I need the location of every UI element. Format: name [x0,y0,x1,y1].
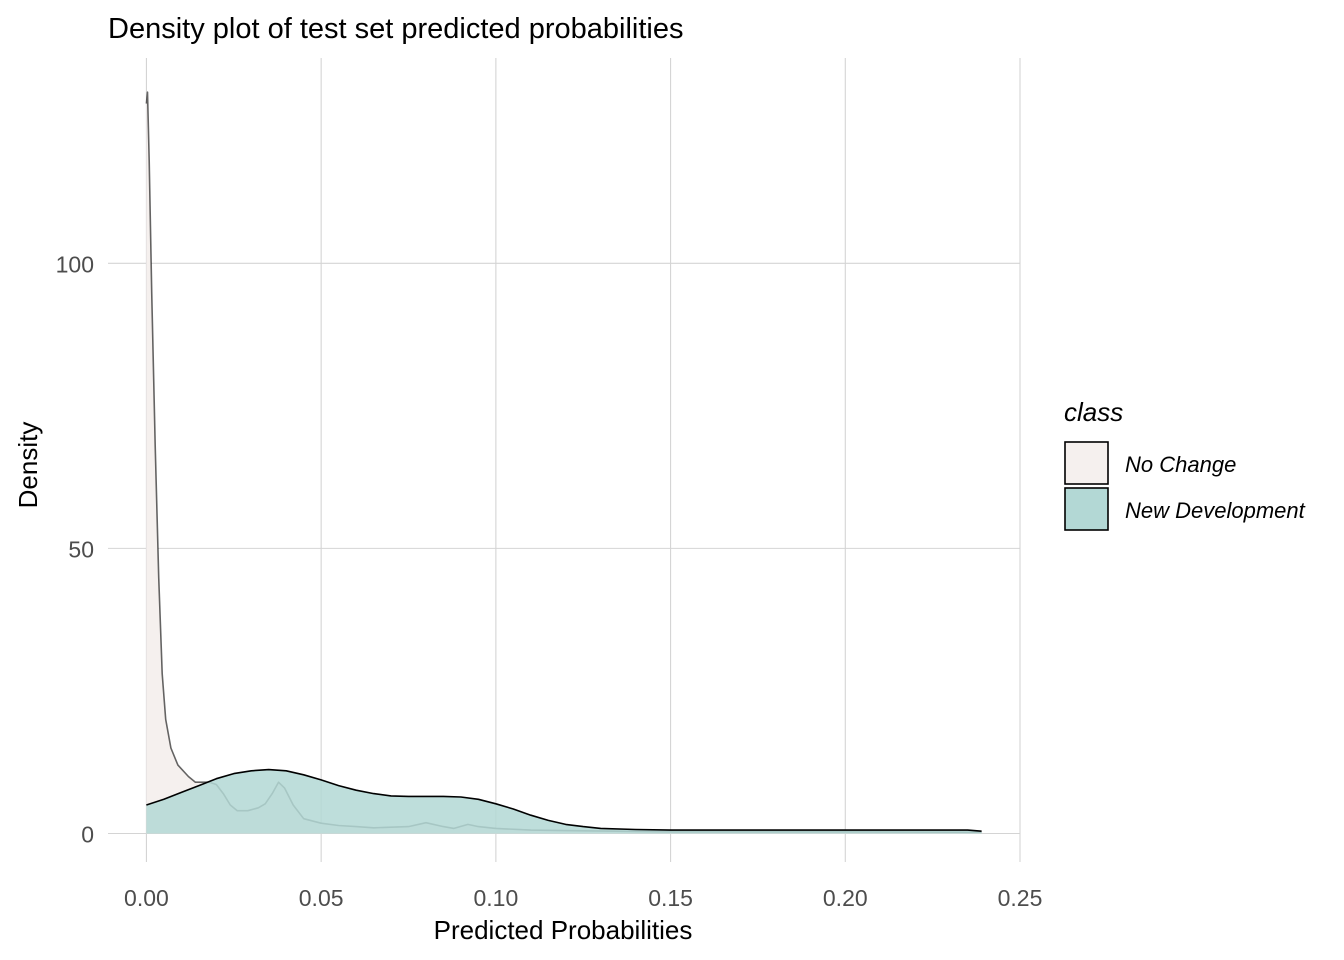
density-line-new-development [146,768,982,832]
legend-label: No Change [1125,452,1236,477]
x-tick-label: 0.05 [299,885,344,911]
x-axis-ticks: 0.00 0.05 0.10 0.15 0.20 0.25 [124,885,1042,911]
x-tick-label: 0.10 [473,885,518,911]
x-tick-label: 0.15 [648,885,693,911]
density-line-no-change [145,91,982,834]
x-tick-label: 0.25 [998,885,1043,911]
density-areas [145,91,982,834]
y-tick-label: 100 [56,251,94,277]
chart-title: Density plot of test set predicted proba… [108,13,683,45]
x-tick-label: 0.20 [823,885,868,911]
y-axis-label: Density [13,422,43,509]
legend-key-new-development [1064,487,1109,531]
density-area-new-development [146,769,982,834]
x-tick-label: 0.00 [124,885,169,911]
legend-key-no-change [1064,441,1109,485]
grid-lines [108,58,1021,862]
legend-title: class [1064,397,1123,427]
legend: class No Change New Development [1064,397,1306,531]
y-tick-label: 0 [81,821,94,847]
x-axis-label: Predicted Probabilities [434,915,693,945]
y-tick-label: 50 [68,536,94,562]
density-area-no-change [146,92,982,834]
y-axis-ticks: 0 50 100 [56,251,94,847]
legend-label: New Development [1125,498,1306,523]
